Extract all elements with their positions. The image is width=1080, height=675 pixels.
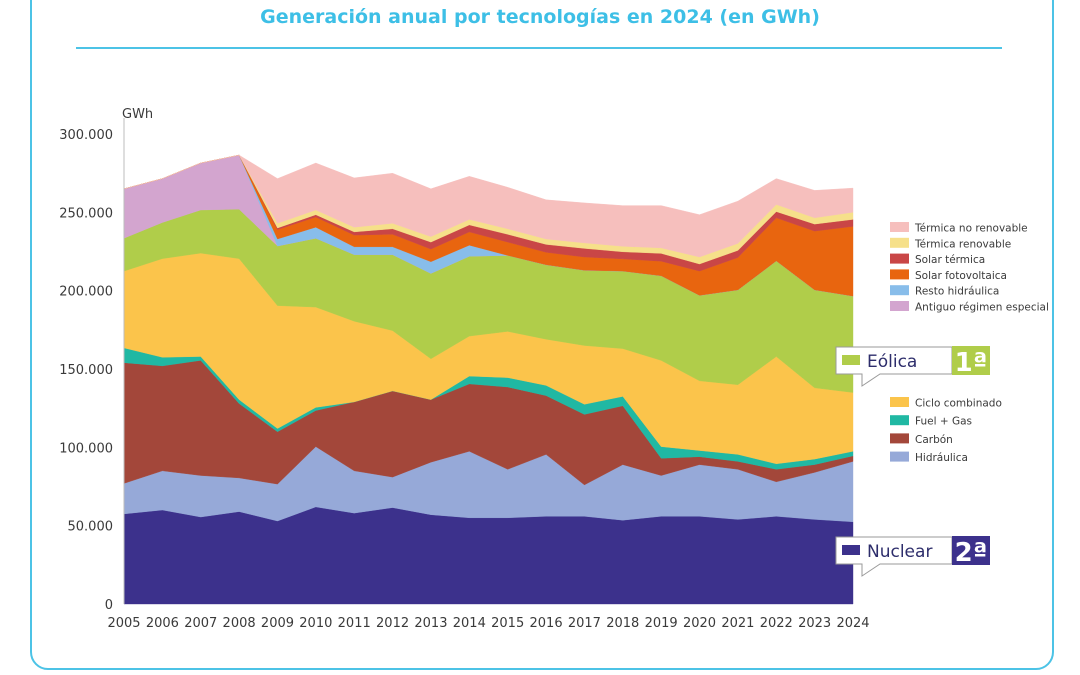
chart-frame (30, 0, 1054, 670)
legend-item-fuel-gas: Fuel + Gas (890, 415, 972, 428)
legend-swatch (890, 451, 909, 462)
x-tick-label: 2014 (453, 616, 486, 631)
x-tick-label: 2006 (146, 616, 179, 631)
legend-swatch (890, 397, 909, 407)
legend-item-termica-no-renovable: Térmica no renovable (890, 222, 1028, 235)
x-tick-label: 2019 (645, 616, 678, 631)
y-tick-label: 100.000 (59, 441, 113, 456)
x-tick-label: 2009 (261, 616, 294, 631)
legend-item-resto-hidraulica: Resto hidráulica (890, 285, 999, 298)
legend-label: Ciclo combinado (915, 398, 1002, 410)
legend-swatch (890, 285, 909, 296)
rank-badge-label: 1ª (955, 348, 988, 378)
x-tick-label: 2021 (721, 616, 754, 631)
areas-layer (123, 154, 854, 605)
legend-swatch (890, 222, 909, 232)
y-tick-label: 50.000 (68, 520, 114, 535)
callout-swatch (842, 355, 860, 365)
legend-swatch (890, 269, 909, 280)
legend-label: Resto hidráulica (915, 286, 999, 298)
x-tick-label: 2017 (568, 616, 601, 631)
x-tick-label: 2016 (530, 616, 563, 631)
x-tick-label: 2023 (798, 616, 831, 631)
chart-title: Generación anual por tecnologías en 2024… (260, 6, 820, 28)
callout-swatch (842, 545, 860, 555)
legend-item-solar-fotovoltaica: Solar fotovoltaica (890, 269, 1007, 282)
title-rule (76, 47, 1002, 49)
y-tick-label: 250.000 (59, 206, 113, 221)
callout-label: Nuclear (867, 542, 932, 562)
x-tick-label: 2012 (376, 616, 409, 631)
x-tick-label: 2024 (836, 616, 869, 631)
x-tick-label: 2015 (491, 616, 524, 631)
x-tick-label: 2011 (338, 616, 371, 631)
legend-label: Fuel + Gas (915, 416, 972, 428)
x-ticks: 2005 2006 2007 2008 2009 2010 2011 2012 2013 2014… (107, 616, 869, 631)
callout-label: Eólica (867, 352, 917, 372)
y-unit-label: GWh (122, 107, 153, 122)
rank-badge-label: 2ª (955, 538, 988, 568)
legend-label: Hidráulica (915, 452, 968, 464)
area-termica-no-renovable (123, 154, 854, 258)
legend-swatch (890, 301, 909, 311)
legend-label: Térmica no renovable (914, 223, 1028, 235)
y-ticks: 0 50.000 100.000 150.000 200.000 250.000 300.0… (59, 128, 113, 613)
x-tick-label: 2018 (606, 616, 639, 631)
legend-swatch (890, 237, 909, 248)
callout-nuclear: Nuclear 2ª (835, 536, 990, 577)
x-tick-label: 2013 (414, 616, 447, 631)
legend-label: Solar térmica (915, 254, 985, 266)
x-tick-label: 2022 (760, 616, 793, 631)
legend-swatch (890, 253, 909, 264)
legend-item-ciclo-combinado: Ciclo combinado (890, 397, 1002, 410)
rank-badge (952, 346, 990, 375)
x-tick-label: 2007 (184, 616, 217, 631)
rank-badge (952, 536, 990, 565)
legend-item-carbon: Carbón (890, 433, 953, 446)
legend-item-hidraulica: Hidráulica (890, 451, 968, 464)
legend: Térmica no renovable Térmica renovable Sol… (890, 222, 1049, 464)
y-tick-label: 0 (105, 598, 113, 613)
legend-label: Térmica renovable (914, 238, 1011, 250)
legend-item-antiguo-regimen-especial: Antiguo régimen especial (890, 301, 1049, 314)
legend-label: Solar fotovoltaica (915, 270, 1007, 282)
legend-swatch (890, 433, 909, 444)
y-tick-label: 200.000 (59, 285, 113, 300)
area-nuclear (123, 506, 854, 605)
callout-eolica: Eólica 1ª (835, 346, 990, 387)
x-tick-label: 2010 (299, 616, 332, 631)
legend-label: Carbón (915, 434, 953, 446)
x-tick-label: 2008 (223, 616, 256, 631)
legend-swatch (890, 415, 909, 426)
y-tick-label: 150.000 (59, 363, 113, 378)
legend-label: Antiguo régimen especial (915, 302, 1049, 314)
legend-item-solar-termica: Solar térmica (890, 253, 985, 266)
x-tick-label: 2005 (107, 616, 140, 631)
callouts: Eólica 1ª Nuclear 2ª (835, 346, 990, 577)
y-tick-label: 300.000 (59, 128, 113, 143)
legend-item-termica-renovable: Térmica renovable (890, 237, 1011, 250)
x-tick-label: 2020 (683, 616, 716, 631)
